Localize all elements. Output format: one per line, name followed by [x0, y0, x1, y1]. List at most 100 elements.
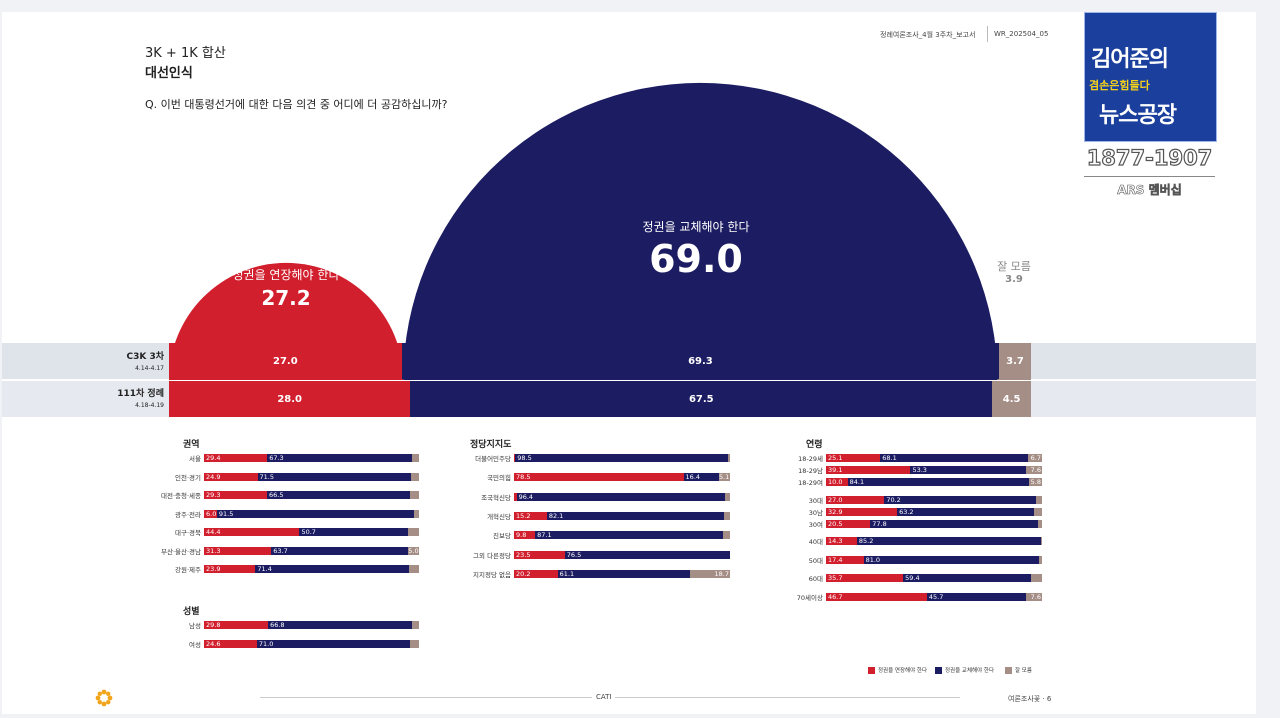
footer-method: CATI — [592, 693, 616, 701]
bar-seg-1: 81.0 — [863, 556, 1039, 564]
row-label: 30대 — [808, 497, 823, 505]
extend-value: 27.2 — [261, 286, 311, 310]
row-label: 대전·충청·세종 — [160, 492, 201, 500]
broadcast-logo: 김어준의 겸손은힘들다 뉴스공장 — [1084, 12, 1217, 142]
section-title-3: 정당지지도 — [470, 440, 512, 450]
bar-seg-0: 14.3 — [826, 537, 857, 545]
change-category: 정권을 교체해야 한다 — [642, 220, 750, 234]
section-title-4: 연령 — [806, 440, 823, 450]
bar-seg-1: 63.7 — [271, 546, 409, 555]
row-label: 여성 — [189, 640, 201, 649]
bar-seg-1: 85.2 — [856, 537, 1041, 545]
wave-2-name: 111차 정례 — [117, 389, 164, 399]
logo-line2: 겸손은힘들다 — [1089, 79, 1150, 92]
bar-seg-2: 5.8 — [1029, 478, 1042, 486]
bar-seg-1: 96.4 — [516, 492, 725, 501]
bar-seg-0: 29.4 — [204, 454, 268, 462]
bar-seg-1: 71.4 — [255, 565, 409, 573]
legend-swatch-red — [868, 666, 875, 674]
bar-seg-0: 17.4 — [826, 556, 864, 564]
bar-seg-1: 67.3 — [267, 454, 412, 462]
logo-rule — [1084, 176, 1215, 177]
bar-seg-0: 15.2 — [514, 511, 547, 520]
row-label: 개혁신당 — [487, 512, 511, 521]
row-label: 서울 — [189, 455, 201, 463]
wave-2-bar-0: 28.0 — [169, 381, 411, 417]
bar-seg-1: 53.3 — [910, 466, 1026, 474]
bar-seg-0 — [514, 492, 517, 501]
semi-navy-label: 정권을 교체해야 한다 69.0 — [596, 218, 796, 281]
bar-seg-1: 84.1 — [847, 478, 1030, 486]
bar-seg-0: 9.8 — [514, 531, 536, 540]
bar-seg-0: 10.0 — [826, 478, 848, 486]
bar-seg-1: 68.1 — [880, 454, 1028, 462]
row-label: 더불어민주당 — [475, 455, 511, 463]
unknown-value: 3.9 — [1005, 274, 1023, 285]
bar-seg-1: 66.5 — [266, 491, 410, 499]
row-label: 인천·경기 — [175, 473, 201, 482]
semi-red-label: 정권을 연장해야 한다 27.2 — [196, 266, 376, 310]
bar-seg-0: 39.1 — [826, 466, 911, 474]
bar-seg-1: 91.5 — [216, 509, 414, 518]
bar-seg-1: 61.1 — [557, 569, 690, 578]
header-divider — [987, 26, 988, 42]
flower-logo-icon — [95, 689, 113, 707]
row-label: 18-29세 — [798, 455, 823, 463]
bar-seg-1: 82.1 — [546, 511, 725, 520]
bar-seg-1: 70.2 — [884, 496, 1036, 504]
bar-seg-2 — [409, 491, 419, 499]
logo-line3: 뉴스공장 — [1099, 103, 1177, 128]
bar-seg-0: 27.0 — [826, 496, 885, 504]
bar-seg-2 — [1033, 508, 1042, 516]
row-label: 30여 — [808, 521, 823, 529]
row-label: 50대 — [808, 557, 823, 565]
bar-seg-0: 29.3 — [204, 491, 267, 499]
semi-navy-change — [403, 82, 998, 380]
wave-1-name: C3K 3차 — [126, 352, 164, 362]
bar-seg-1: 98.5 — [515, 454, 729, 462]
bar-seg-0: 25.1 — [826, 454, 881, 462]
bar-seg-0 — [514, 454, 516, 462]
semi-gray-label: 잘 모름 3.9 — [990, 258, 1038, 285]
row-label: 지지정당 없음 — [473, 570, 511, 579]
bar-seg-1: 77.8 — [870, 520, 1039, 528]
bar-seg-2: 6.7 — [1027, 454, 1042, 462]
bar-seg-2 — [411, 621, 419, 629]
bar-seg-2 — [724, 511, 730, 520]
row-label: 조국혁신당 — [481, 493, 511, 502]
bar-seg-2 — [724, 492, 730, 501]
legend-swatch-navy — [935, 666, 942, 674]
row-label: 그외 다른정당 — [473, 551, 511, 560]
bar-seg-0: 32.9 — [826, 508, 898, 516]
bar-seg-0: 23.9 — [204, 565, 256, 573]
logo-number: 1877-1907 — [1086, 145, 1213, 170]
bar-seg-2 — [411, 454, 419, 462]
bar-seg-0: 35.7 — [826, 574, 904, 582]
bar-seg-2: 5.1 — [718, 473, 730, 482]
wave-1-bar-0: 27.0 — [169, 343, 402, 379]
legend-change: 정권을 교체해야 한다 — [935, 666, 994, 674]
bar-seg-1: 87.1 — [535, 531, 724, 540]
bar-seg-2 — [1038, 556, 1042, 564]
bar-seg-2: 7.6 — [1025, 593, 1042, 601]
wave-2-label: 111차 정례 4.18-4.19 — [100, 389, 164, 411]
bar-seg-2 — [411, 472, 419, 481]
bar-seg-1: 59.4 — [903, 574, 1032, 582]
bar-seg-0: 78.5 — [514, 473, 684, 482]
bar-seg-1: 71.0 — [256, 639, 410, 648]
legend-change-label: 정권을 교체해야 한다 — [945, 668, 995, 674]
bar-seg-2 — [723, 531, 730, 540]
bar-seg-0: 20.2 — [514, 569, 558, 578]
bar-seg-0: 46.7 — [826, 593, 927, 601]
bar-seg-1: 71.5 — [257, 472, 412, 481]
bar-seg-0: 31.3 — [204, 546, 272, 555]
section-title-1: 권역 — [183, 440, 200, 450]
page-title: 대선인식 — [145, 66, 193, 81]
bar-seg-2 — [728, 454, 730, 462]
bar-seg-0: 6.0 — [204, 509, 217, 518]
row-label: 진보당 — [493, 532, 511, 541]
row-label: 18-29여 — [798, 479, 823, 487]
bar-seg-2 — [1040, 537, 1042, 545]
row-label: 대구·경북 — [175, 529, 201, 537]
legend-unknown-label: 잘 모름 — [1015, 668, 1032, 674]
